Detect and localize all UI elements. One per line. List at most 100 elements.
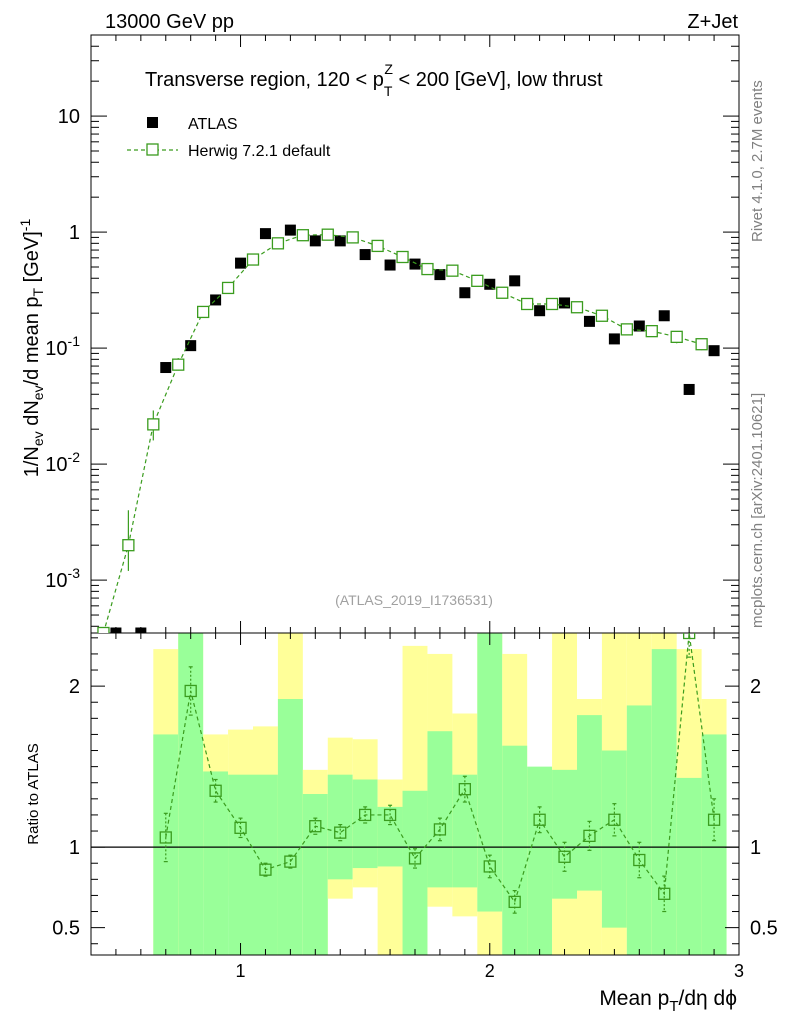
band-inner — [477, 633, 503, 912]
ratio-point — [433, 823, 447, 836]
y-tick-label: 10-2 — [45, 449, 80, 476]
band-inner — [552, 769, 577, 899]
band-inner — [701, 734, 727, 955]
atlas-point — [384, 259, 396, 271]
herwig-point — [122, 539, 135, 552]
herwig-point — [670, 330, 683, 344]
x-tick-label: 2 — [485, 961, 495, 981]
ratio-point — [159, 831, 172, 844]
ratio-point — [558, 850, 571, 863]
ratio-point — [184, 684, 197, 698]
header-left: 13000 GeV pp — [105, 11, 234, 33]
atlas-point — [509, 275, 521, 287]
y-tick-label: 0.5 — [750, 918, 778, 940]
ratio-point — [284, 855, 297, 868]
ratio-point — [683, 633, 696, 640]
atlas-point — [434, 269, 446, 281]
ratio-point — [408, 852, 422, 865]
band-inner — [601, 750, 627, 928]
band-inner — [153, 734, 179, 955]
herwig-point — [570, 301, 584, 314]
ratio-data-marks — [159, 633, 721, 914]
band-inner — [402, 790, 428, 955]
atlas-point — [110, 627, 122, 633]
y-tick-label: 1 — [750, 837, 761, 859]
ratio-bands — [91, 633, 739, 955]
band-inner — [502, 745, 528, 955]
y-tick-label: 1 — [69, 837, 80, 859]
ratio-point — [234, 821, 247, 834]
ratio-point — [483, 860, 496, 873]
ratio-point — [533, 813, 546, 826]
band-inner — [178, 633, 204, 955]
rivet-label: Rivet 4.1.0, 2.7M events — [749, 80, 766, 242]
atlas-point — [409, 258, 421, 270]
ratio-xlabel: Mean pT/dη dϕ — [599, 987, 737, 1015]
legend-atlas-marker — [147, 117, 158, 128]
ratio-point — [658, 887, 671, 900]
legend-atlas-label: ATLAS — [188, 116, 238, 133]
ratio-herwig-line — [165, 633, 715, 904]
herwig-point — [396, 250, 409, 264]
x-tick-label: 3 — [734, 961, 744, 981]
herwig-point — [296, 229, 309, 242]
herwig-point — [496, 286, 509, 299]
mcplots-label: mcplots.cern.ch [arXiv:2401.10621] — [749, 393, 766, 628]
herwig-point — [346, 231, 359, 244]
atlas-point — [559, 297, 571, 309]
ratio-point — [259, 863, 272, 876]
band-inner — [452, 774, 478, 888]
herwig-point — [97, 626, 110, 633]
atlas-point — [359, 249, 371, 261]
band-inner — [352, 779, 378, 869]
herwig-point — [471, 274, 484, 287]
y-tick-label: 2 — [69, 676, 80, 698]
atlas-point — [633, 320, 645, 332]
y-tick-label: 1 — [69, 222, 80, 244]
herwig-point — [271, 237, 285, 250]
atlas-point — [534, 305, 546, 317]
watermark: (ATLAS_2019_I1736531) — [335, 592, 493, 608]
herwig-point — [620, 323, 633, 336]
ratio-point — [209, 784, 222, 797]
herwig-point — [246, 253, 260, 266]
herwig-point — [645, 324, 658, 338]
atlas-point — [210, 294, 222, 306]
atlas-point — [160, 362, 172, 374]
atlas-point — [459, 287, 471, 299]
ratio-point — [633, 853, 646, 867]
main-ylabel: 1/Nev dNev/d mean pT [GeV]-1 — [17, 219, 46, 478]
herwig-point — [421, 262, 434, 276]
atlas-point — [135, 627, 147, 633]
ratio-point — [583, 829, 596, 843]
ratio-point — [707, 813, 721, 826]
ratio-point — [383, 808, 397, 822]
band-inner — [377, 806, 403, 867]
ratio-ylabel: Ratio to ATLAS — [25, 743, 42, 844]
atlas-point — [334, 235, 346, 247]
atlas-point — [583, 315, 595, 327]
y-tick-label: 2 — [750, 676, 761, 698]
atlas-point — [259, 228, 271, 240]
ratio-point — [359, 808, 372, 822]
band-inner — [277, 699, 303, 955]
main-title: Transverse region, 120 < pTZ < 200 [GeV]… — [145, 61, 603, 99]
herwig-point — [446, 264, 459, 277]
band-inner — [626, 705, 652, 955]
atlas-point — [235, 257, 247, 269]
herwig-point — [371, 239, 384, 253]
legend: ATLAS Herwig 7.2.1 default — [127, 116, 331, 160]
ratio-point — [309, 820, 322, 833]
atlas-point — [309, 235, 321, 247]
herwig-point — [321, 228, 334, 241]
herwig-point — [595, 309, 609, 322]
band-inner — [577, 715, 602, 891]
ratio-axis-ticks: 1 2 3 0.5 0.5 1 1 2 2 — [52, 633, 778, 981]
atlas-point — [484, 278, 496, 290]
main-data-marks — [97, 224, 720, 633]
herwig-point — [545, 297, 559, 311]
herwig-point — [172, 358, 185, 371]
y-tick-label: 10 — [58, 106, 80, 128]
band-inner — [228, 774, 253, 955]
atlas-point — [608, 333, 620, 345]
